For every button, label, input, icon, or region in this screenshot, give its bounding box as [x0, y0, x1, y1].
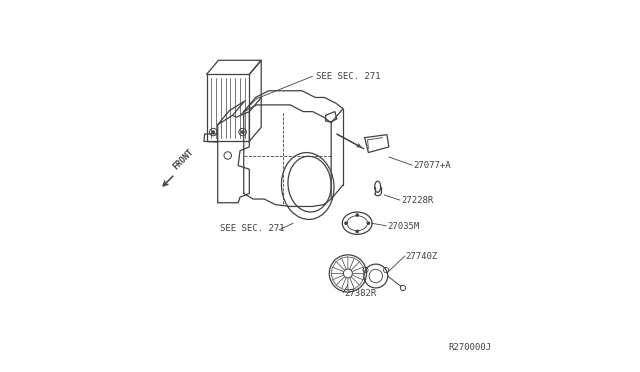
Circle shape	[212, 131, 214, 133]
Text: R270000J: R270000J	[448, 343, 491, 352]
Text: 27740Z: 27740Z	[406, 252, 438, 261]
Text: 27035M: 27035M	[387, 222, 419, 231]
Text: SEE SEC. 271: SEE SEC. 271	[316, 72, 381, 81]
Circle shape	[367, 222, 369, 224]
Circle shape	[356, 230, 358, 232]
Circle shape	[241, 131, 244, 133]
Circle shape	[356, 214, 358, 216]
Text: 27077+A: 27077+A	[413, 161, 451, 170]
Text: 27228R: 27228R	[401, 196, 433, 205]
Circle shape	[345, 222, 347, 224]
Text: FRONT: FRONT	[172, 147, 196, 171]
Text: SEE SEC. 271: SEE SEC. 271	[220, 224, 284, 233]
Text: 27382R: 27382R	[344, 289, 376, 298]
